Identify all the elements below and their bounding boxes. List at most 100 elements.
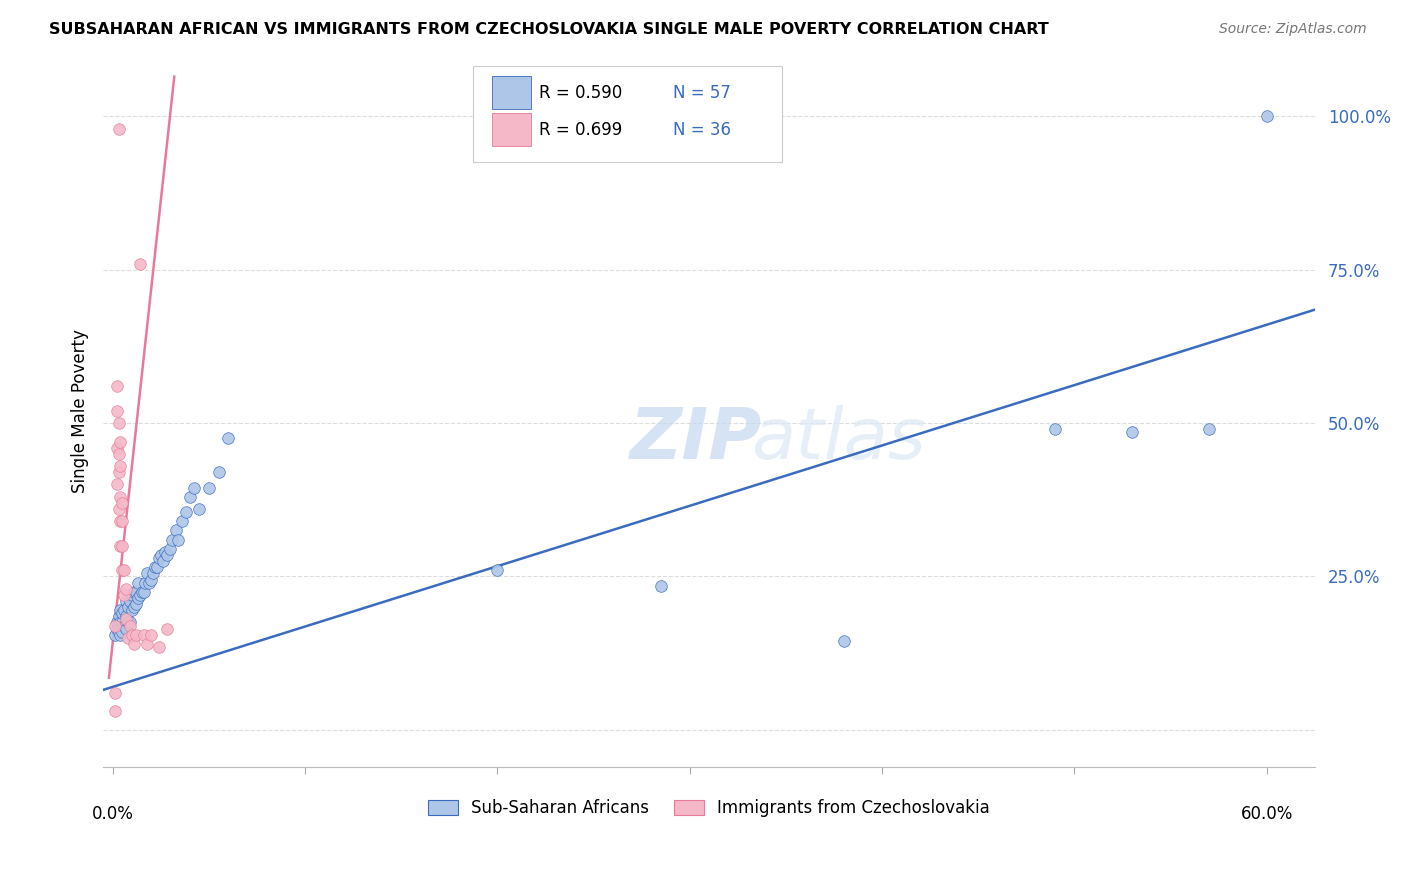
Point — [170, 514, 193, 528]
Text: atlas: atlas — [751, 405, 927, 474]
Point — [105, 615, 128, 630]
Point — [105, 379, 128, 393]
Point — [153, 545, 176, 559]
Point — [111, 615, 134, 630]
Point — [132, 584, 155, 599]
Point — [138, 575, 160, 590]
Point — [207, 465, 229, 479]
Point — [650, 579, 672, 593]
Point — [115, 612, 138, 626]
Point — [107, 609, 129, 624]
Point — [148, 551, 170, 566]
Point — [110, 615, 132, 630]
Point — [136, 637, 159, 651]
Point — [110, 514, 132, 528]
Point — [128, 257, 150, 271]
Point — [107, 121, 129, 136]
Point — [152, 554, 174, 568]
Point — [165, 524, 187, 538]
Point — [107, 465, 129, 479]
Point — [127, 591, 149, 605]
Text: R = 0.590: R = 0.590 — [540, 84, 623, 102]
Point — [167, 533, 190, 547]
Point — [115, 582, 138, 596]
Point — [188, 502, 211, 516]
Point — [112, 563, 135, 577]
Point — [141, 573, 163, 587]
Point — [115, 622, 138, 636]
Point — [136, 566, 159, 581]
Point — [107, 416, 129, 430]
Point — [174, 505, 197, 519]
Point — [832, 633, 855, 648]
Point — [217, 432, 239, 446]
Point — [122, 637, 145, 651]
Point — [125, 584, 148, 599]
Point — [1198, 422, 1220, 436]
Point — [105, 404, 128, 418]
Point — [122, 600, 145, 615]
Legend: Sub-Saharan Africans, Immigrants from Czechoslovakia: Sub-Saharan Africans, Immigrants from Cz… — [419, 791, 998, 826]
Point — [115, 609, 138, 624]
Point — [141, 628, 163, 642]
Point — [159, 541, 181, 556]
Point — [111, 514, 134, 528]
Point — [127, 575, 149, 590]
Text: ZIP: ZIP — [630, 405, 762, 474]
Point — [1121, 425, 1143, 440]
Point — [143, 560, 166, 574]
Point — [110, 434, 132, 449]
Point — [162, 533, 184, 547]
FancyBboxPatch shape — [492, 76, 531, 109]
Point — [122, 584, 145, 599]
Point — [105, 477, 128, 491]
Point — [142, 566, 165, 581]
Text: 0.0%: 0.0% — [91, 805, 134, 823]
Point — [121, 603, 143, 617]
Point — [107, 502, 129, 516]
Point — [110, 490, 132, 504]
Point — [486, 563, 509, 577]
Point — [112, 588, 135, 602]
Point — [104, 704, 127, 718]
Point — [198, 481, 221, 495]
Text: N = 57: N = 57 — [672, 84, 731, 102]
Text: R = 0.699: R = 0.699 — [540, 120, 623, 139]
Point — [107, 447, 129, 461]
Point — [117, 631, 139, 645]
Point — [115, 594, 138, 608]
Point — [155, 548, 177, 562]
Point — [107, 624, 129, 639]
Point — [107, 618, 129, 632]
Point — [110, 603, 132, 617]
Point — [148, 640, 170, 654]
Point — [111, 563, 134, 577]
Point — [125, 628, 148, 642]
Point — [110, 539, 132, 553]
Point — [110, 458, 132, 473]
Point — [149, 548, 172, 562]
Point — [128, 588, 150, 602]
Point — [155, 622, 177, 636]
Point — [120, 618, 142, 632]
Text: 60.0%: 60.0% — [1240, 805, 1294, 823]
Point — [120, 615, 142, 630]
Point — [112, 603, 135, 617]
Point — [104, 686, 127, 700]
Point — [121, 628, 143, 642]
Point — [146, 560, 169, 574]
FancyBboxPatch shape — [472, 66, 782, 161]
Point — [179, 490, 201, 504]
Point — [125, 597, 148, 611]
Point — [112, 618, 135, 632]
Point — [104, 628, 127, 642]
Point — [105, 622, 128, 636]
Point — [131, 584, 153, 599]
Text: Source: ZipAtlas.com: Source: ZipAtlas.com — [1219, 22, 1367, 37]
Point — [120, 594, 142, 608]
Point — [104, 618, 127, 632]
Point — [111, 624, 134, 639]
Point — [1256, 110, 1278, 124]
Text: N = 36: N = 36 — [672, 120, 731, 139]
Point — [105, 441, 128, 455]
